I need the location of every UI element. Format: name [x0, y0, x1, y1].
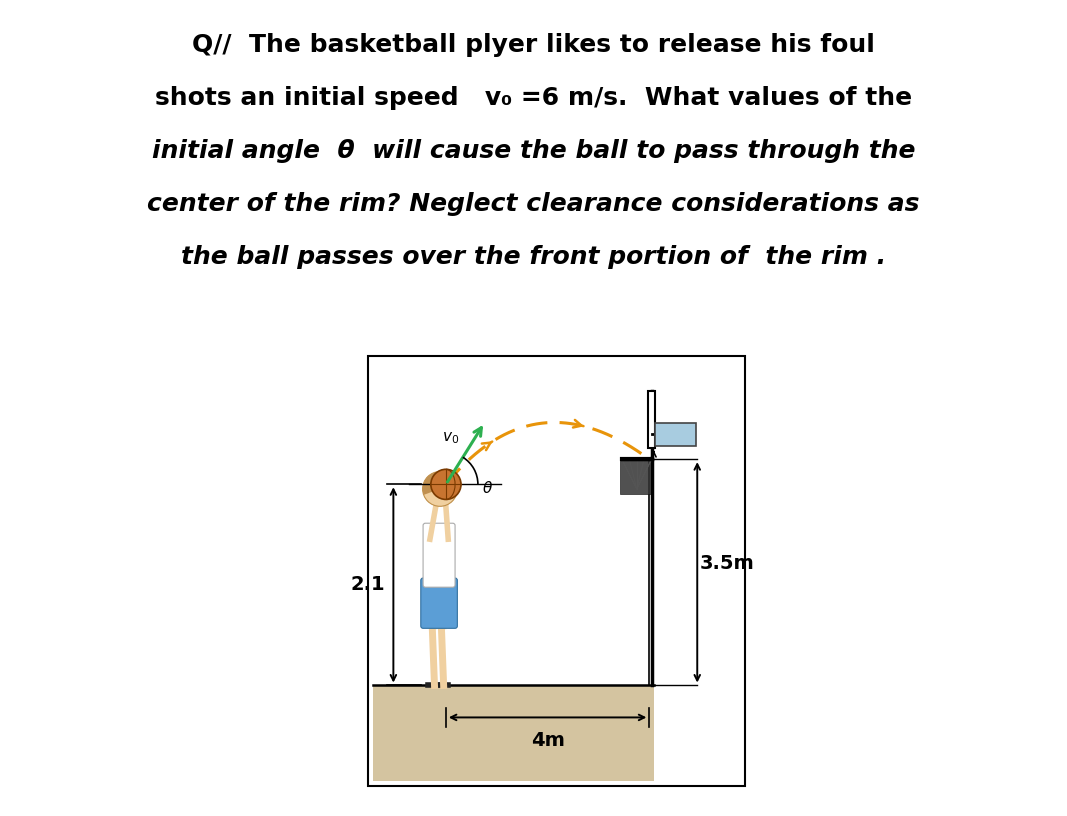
Bar — [372, 685, 654, 782]
Text: $v_0$: $v_0$ — [442, 430, 459, 446]
Wedge shape — [423, 472, 457, 494]
Text: 2.1: 2.1 — [351, 575, 385, 594]
Text: initial angle  θ  will cause the ball to pass through the: initial angle θ will cause the ball to p… — [152, 139, 915, 162]
Text: 3.5m: 3.5m — [700, 554, 754, 573]
Text: $\theta$: $\theta$ — [481, 480, 493, 495]
Bar — [648, 391, 655, 448]
Text: the ball passes over the front portion of  the rim .: the ball passes over the front portion o… — [181, 245, 886, 268]
FancyBboxPatch shape — [420, 578, 458, 628]
Circle shape — [423, 472, 458, 506]
FancyBboxPatch shape — [424, 523, 455, 588]
Bar — [620, 457, 652, 494]
Circle shape — [431, 469, 461, 499]
Text: shots an initial speed   v₀ =6 m/s.  What values of the: shots an initial speed v₀ =6 m/s. What v… — [155, 86, 912, 109]
Bar — [655, 423, 697, 446]
Text: 4m: 4m — [530, 731, 564, 750]
Text: Q//  The basketball plyer likes to release his foul: Q// The basketball plyer likes to releas… — [192, 33, 875, 56]
Bar — [368, 357, 745, 786]
Text: center of the rim? Neglect clearance considerations as: center of the rim? Neglect clearance con… — [147, 192, 920, 215]
